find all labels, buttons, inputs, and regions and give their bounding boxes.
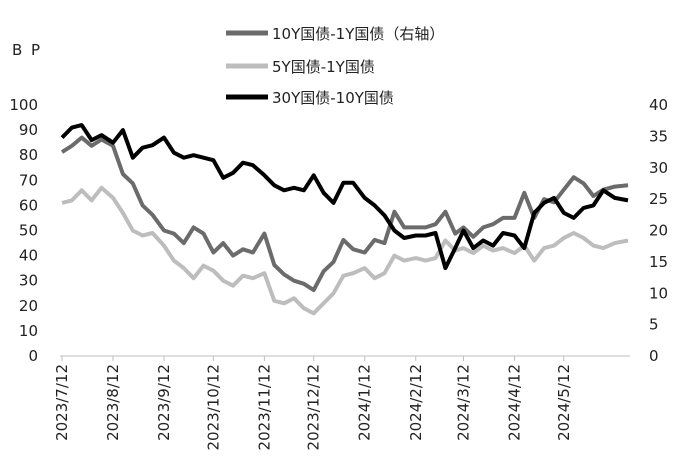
left-y-tick-label: 0	[28, 347, 38, 365]
legend-label-10y-1y: 10Y国债-1Y国债（右轴）	[272, 25, 444, 43]
left-y-tick-label: 10	[19, 322, 38, 340]
left-y-tick-label: 90	[19, 121, 38, 139]
x-tick-label: 2024/1/12	[356, 364, 374, 441]
series-line-10y-1y	[60, 135, 629, 293]
right-y-tick-label: 5	[649, 316, 659, 334]
legend-label-30y-10y: 30Y国债-10Y国债	[272, 89, 394, 107]
left-y-tick-label: 70	[19, 171, 38, 189]
x-tick-label: 2024/4/12	[505, 364, 523, 441]
left-y-tick-label: 40	[19, 247, 38, 265]
x-tick-label: 2023/8/12	[104, 364, 122, 441]
right-y-tick-label: 40	[649, 96, 668, 114]
left-y-tick-label: 20	[19, 297, 38, 315]
left-y-tick-label: 50	[19, 222, 38, 240]
left-y-tick-label: 100	[9, 96, 38, 114]
y-axis-unit-label: B P	[12, 41, 42, 59]
right-y-tick-label: 10	[649, 284, 668, 302]
series-line-30y-10y	[60, 123, 629, 271]
x-tick-label: 2024/3/12	[454, 364, 472, 441]
left-y-tick-label: 80	[19, 146, 38, 164]
right-y-tick-label: 15	[649, 253, 668, 271]
x-tick-label: 2023/11/12	[255, 364, 273, 450]
legend-label-5y-1y: 5Y国债-1Y国债	[272, 58, 375, 76]
x-axis: 2023/7/12 2023/8/12 2023/9/12 2023/10/12 202…	[53, 356, 573, 450]
right-y-tick-label: 20	[649, 222, 668, 240]
series-lines	[60, 123, 629, 316]
x-tick-label: 2023/10/12	[204, 364, 222, 450]
right-y-axis: 0 5 10 15 20 25 30 35 40	[649, 96, 668, 365]
left-y-tick-label: 60	[19, 196, 38, 214]
x-tick-label: 2023/12/12	[305, 364, 323, 450]
left-y-tick-label: 30	[19, 272, 38, 290]
right-y-tick-label: 25	[649, 190, 668, 208]
x-tick-label: 2023/9/12	[155, 364, 173, 441]
x-tick-label: 2024/2/12	[407, 364, 425, 441]
x-tick-label: 2024/5/12	[555, 364, 573, 441]
left-y-axis: 0 10 20 30 40 50 60 70 80 90 100	[9, 96, 38, 365]
series-line-5y-1y	[61, 185, 629, 316]
right-y-tick-label: 30	[649, 159, 668, 177]
right-y-tick-label: 0	[649, 347, 659, 365]
x-tick-label: 2023/7/12	[53, 364, 71, 441]
right-y-tick-label: 35	[649, 127, 668, 145]
legend: 10Y国债-1Y国债（右轴） 5Y国债-1Y国债 30Y国债-10Y国债	[226, 25, 444, 107]
